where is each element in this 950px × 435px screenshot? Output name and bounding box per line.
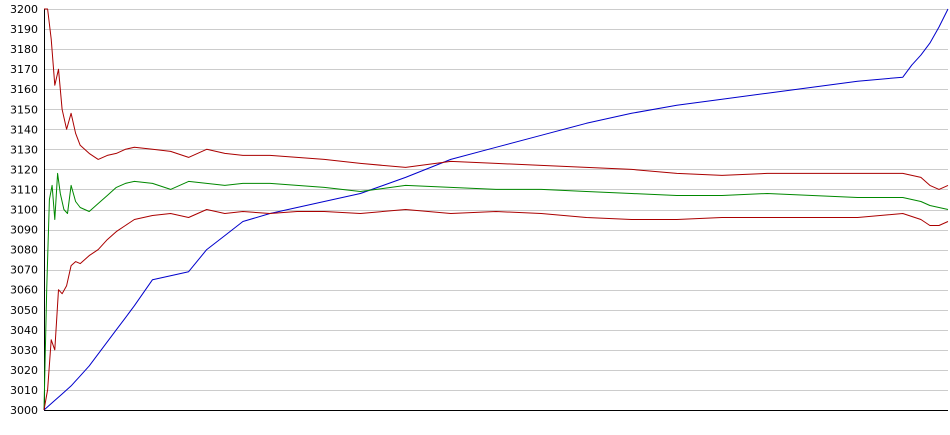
series-line-1	[43, 8, 949, 411]
series-line-2	[44, 8, 949, 190]
y-tick-label: 3150	[10, 103, 38, 116]
y-tick-label: 3060	[10, 284, 38, 297]
y-tick-label: 3020	[10, 364, 38, 377]
y-tick-label: 3010	[10, 384, 38, 397]
y-tick-label: 3070	[10, 264, 38, 277]
grid	[44, 9, 948, 411]
y-tick-label: 3040	[10, 324, 38, 337]
y-tick-label: 3120	[10, 163, 38, 176]
y-tick-label: 3180	[10, 43, 38, 56]
y-axis-ticks: 3000 3010 3020 3030 3040 3050 3060 3070 3080 3090…	[10, 3, 38, 417]
y-tick-label: 3030	[10, 344, 38, 357]
y-tick-label: 3090	[10, 224, 38, 237]
y-tick-label: 3110	[10, 183, 38, 196]
y-tick-label: 3130	[10, 143, 38, 156]
series-line-4	[43, 209, 949, 411]
y-tick-label: 3160	[10, 83, 38, 96]
y-tick-label: 3140	[10, 123, 38, 136]
y-tick-label: 3170	[10, 63, 38, 76]
series	[43, 8, 949, 411]
series-line-3	[43, 172, 949, 411]
y-tick-label: 3000	[10, 404, 38, 417]
y-tick-label: 3080	[10, 244, 38, 257]
axes	[44, 9, 948, 411]
y-tick-label: 3050	[10, 304, 38, 317]
y-tick-label: 3190	[10, 23, 38, 36]
y-tick-label: 3100	[10, 204, 38, 217]
y-tick-label: 3200	[10, 3, 38, 16]
